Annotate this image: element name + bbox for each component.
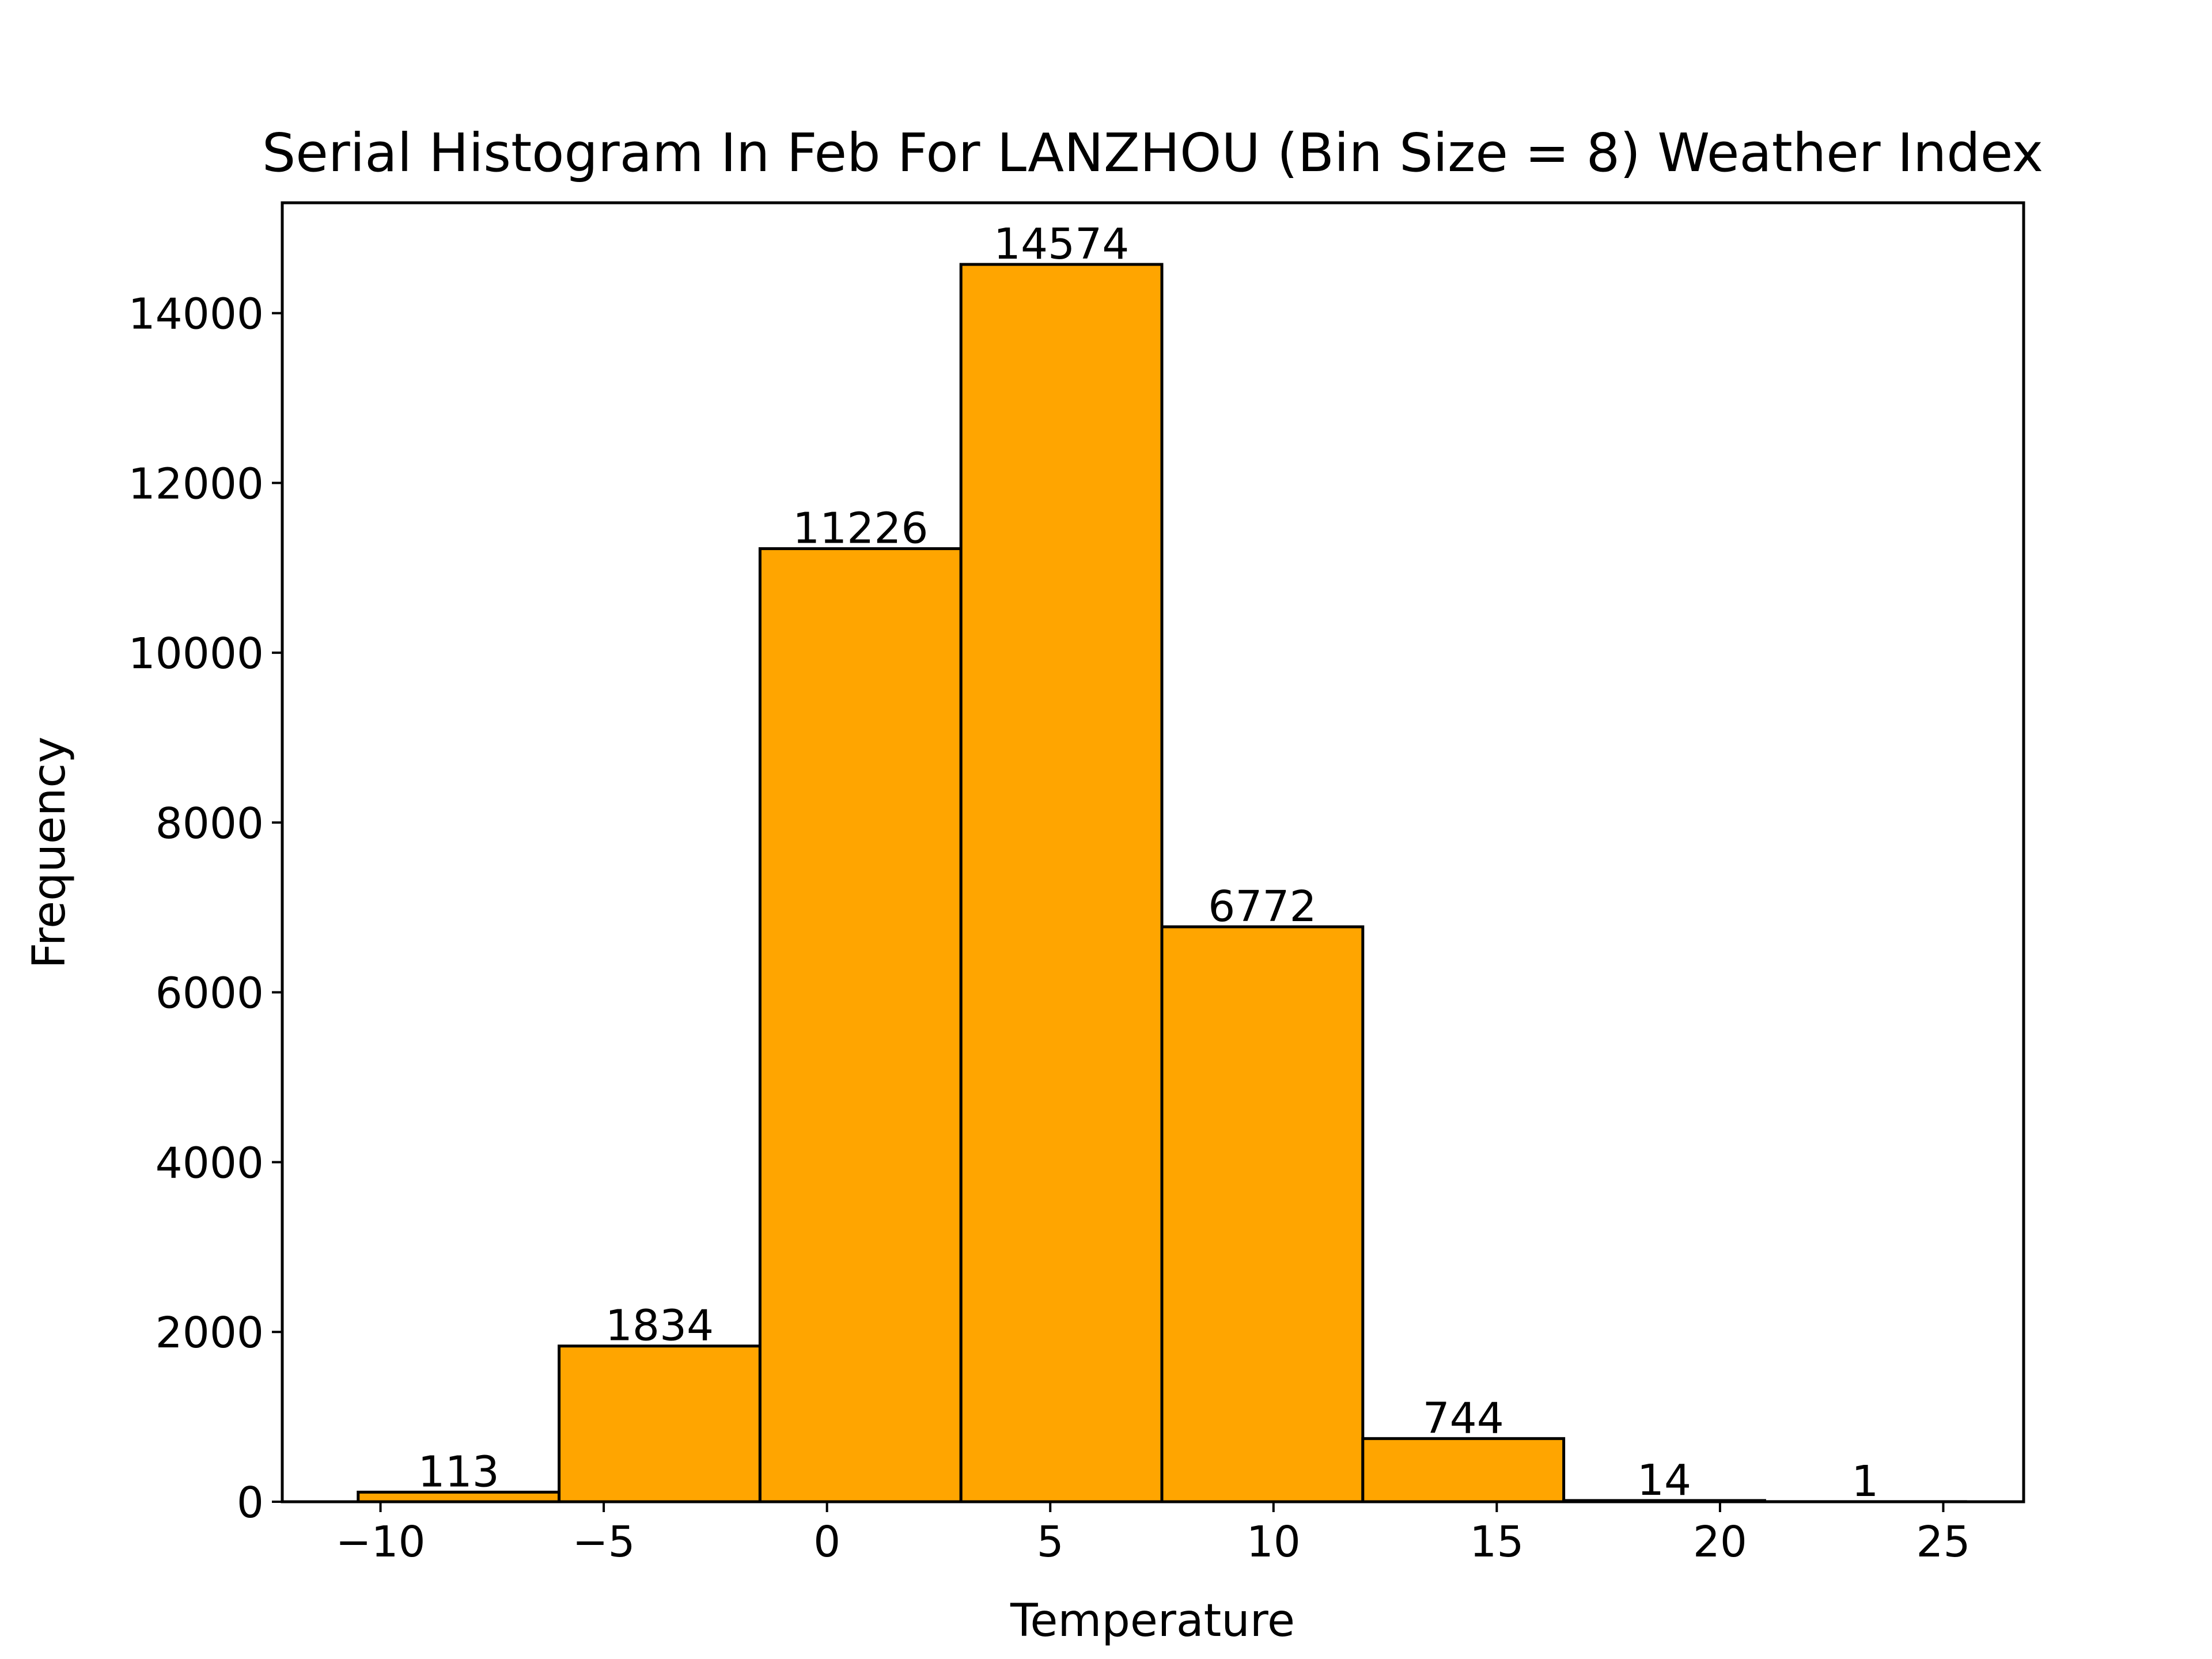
y-tick-label: 0: [237, 1478, 264, 1528]
bar-value-label: 14574: [994, 219, 1129, 269]
x-tick-label: 20: [1693, 1517, 1747, 1567]
histogram-bar: [558, 1344, 762, 1503]
y-tick-label: 14000: [128, 290, 264, 339]
bar-value-label: 113: [418, 1447, 499, 1497]
x-tick-label: 15: [1469, 1517, 1524, 1567]
x-axis-label: Temperature: [1010, 1595, 1295, 1647]
x-tick-label: 25: [1916, 1517, 1970, 1567]
bar-value-label: 6772: [1208, 882, 1316, 931]
bar-value-label: 744: [1423, 1393, 1504, 1443]
histogram-bar: [1361, 1437, 1566, 1503]
y-tick-label: 12000: [128, 459, 264, 509]
y-tick-label: 2000: [156, 1308, 264, 1358]
y-tick-label: 8000: [156, 799, 264, 849]
y-axis-ticks: 0 2000 4000 6000 8000 10000 12000 14000: [128, 290, 282, 1528]
x-tick-label: 0: [813, 1517, 840, 1567]
x-tick-label: 10: [1247, 1517, 1301, 1567]
bar-value-label: 1834: [605, 1301, 714, 1351]
y-tick-label: 10000: [128, 629, 264, 679]
y-axis-label: Frequency: [24, 737, 75, 969]
bar-value-label: 1: [1851, 1457, 1878, 1506]
x-axis-ticks: −10 −5 0 5 10 15 20 25: [335, 1502, 1971, 1567]
y-tick-label: 4000: [156, 1138, 264, 1188]
x-tick-label: −5: [573, 1517, 635, 1567]
plot-area-frame: [281, 201, 2025, 1503]
chart-title: Serial Histogram In Feb For LANZHOU (Bin…: [262, 122, 2043, 184]
histogram-bar: [1160, 925, 1365, 1503]
bar-labels-layer: 113 1834 11226 14574 6772 744 14 1: [418, 219, 1879, 1506]
bar-value-label: 14: [1637, 1456, 1691, 1505]
bar-value-label: 11226: [793, 503, 928, 553]
x-tick-label: −10: [335, 1517, 425, 1567]
histogram-bar: [758, 547, 963, 1503]
bars-layer: [357, 263, 1967, 1503]
x-tick-label: 5: [1037, 1517, 1064, 1567]
histogram-bar: [959, 263, 1164, 1503]
y-tick-label: 6000: [156, 969, 264, 1018]
